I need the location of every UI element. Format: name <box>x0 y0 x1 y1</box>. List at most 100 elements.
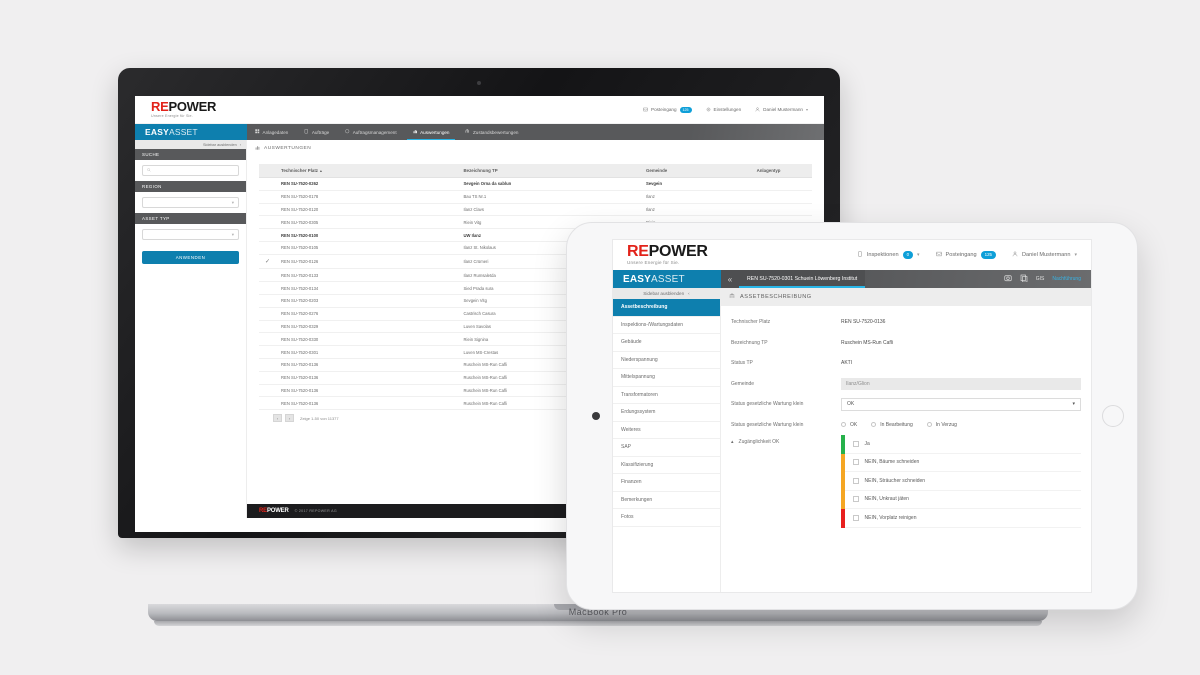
checkbox-label: NEIN, Vorplatz reinigen <box>864 514 917 521</box>
sidebar-item-geb-ude[interactable]: Gebäude <box>613 334 720 352</box>
pagination-info: Zeige 1-50 von 11377 <box>300 415 339 421</box>
checkbox-option[interactable]: NEIN, Vorplatz reinigen <box>844 509 1081 528</box>
th-bezeichnung-tp[interactable]: Bezeichnung TP <box>455 164 638 178</box>
copy-icon[interactable] <box>1020 274 1028 284</box>
camera-icon[interactable] <box>1004 274 1012 284</box>
nachfuehrung-link[interactable]: Nachführung <box>1052 276 1081 282</box>
region-select[interactable]: ▾ <box>142 197 239 208</box>
sidebar-item-finanzen[interactable]: Finanzen <box>613 474 720 492</box>
doc-icon <box>304 129 309 135</box>
laptop-foot <box>154 621 1042 626</box>
radio-option-in-bearbeitung[interactable]: In Bearbeitung <box>871 422 913 428</box>
th-anlagentyp[interactable]: Anlagentyp <box>748 164 812 178</box>
row-check-cell[interactable] <box>259 384 273 398</box>
sidebar-collapse-toggle[interactable]: Sidebar ausblenden ‹ <box>613 288 720 299</box>
sidebar-field-suche <box>135 160 246 181</box>
row-check-cell[interactable] <box>259 396 273 411</box>
radio-dot-icon <box>871 422 877 428</box>
row-check-cell[interactable]: ✓ <box>259 254 273 270</box>
laptop-model-label: MacBook Pro <box>568 607 628 617</box>
tablet-navbar: EASY ASSET « REN SU-7520-0301 Schuein Löw… <box>613 270 1091 288</box>
sidebar-item-mittelspannung[interactable]: Mittelspannung <box>613 369 720 387</box>
table-row[interactable]: REN SU-7520-0262 Sevgein Orna da sablun Se… <box>259 177 812 191</box>
gis-button[interactable]: GIS <box>1035 276 1045 282</box>
checkbox-option[interactable]: NEIN, Unkraut jäten <box>844 491 1081 509</box>
sidebar-item-niederspannung[interactable]: Niederspannung <box>613 352 720 369</box>
sidebar-item-bemerkungen[interactable]: Bemerkungen <box>613 492 720 509</box>
cell-technischer-platz: REN SU-7520-0330 <box>273 332 456 347</box>
cell-technischer-platz: REN SU-7520-0305 <box>273 215 456 230</box>
pagination-next[interactable]: › <box>285 414 294 423</box>
th-gemeinde[interactable]: Gemeinde <box>637 164 749 178</box>
row-check-cell[interactable] <box>259 320 273 334</box>
tab-anlagedaten[interactable]: Anlagedaten <box>247 124 296 140</box>
row-check-cell[interactable] <box>259 203 273 217</box>
tablet-home-button[interactable] <box>1102 405 1124 427</box>
row-check-cell[interactable] <box>259 241 273 255</box>
sidebar-item-klassifizierung[interactable]: Klassifizierung <box>613 457 720 474</box>
th-technischer-platz[interactable]: Technischer Platz ▲ <box>273 164 456 178</box>
sidebar-section-region: REGION <box>135 181 246 192</box>
sidebar-item-fotos[interactable]: Fotos <box>613 509 720 527</box>
tab-zustandsbewertungen[interactable]: Zustandsbewertungen <box>457 124 526 140</box>
radio-option-in-verzug[interactable]: In Verzug <box>926 422 957 428</box>
topnav-user[interactable]: Daniel Mustermann ▾ <box>755 106 808 113</box>
topnav-einstellungen[interactable]: Einstellungen <box>706 107 741 113</box>
sidebar-item-sap[interactable]: SAP <box>613 439 720 457</box>
chevron-up-icon: ▴ <box>731 439 734 445</box>
row-check-cell[interactable] <box>259 358 273 372</box>
row-check-cell[interactable] <box>259 268 273 283</box>
tab-auftragsmanagement[interactable]: Auftragsmanagement <box>337 124 404 140</box>
table-pagination: ‹ › Zeige 1-50 von 11377 <box>259 410 812 423</box>
field-select[interactable]: OK ▾ <box>841 397 1081 411</box>
topnav-user[interactable]: Daniel Mustermann ▾ <box>1012 251 1077 259</box>
row-check-cell[interactable] <box>259 190 273 204</box>
checkbox-label: NEIN, Sträucher schneiden <box>864 477 926 484</box>
row-check-cell[interactable] <box>259 307 273 321</box>
collapse-sidebar-icon[interactable]: « <box>721 270 739 288</box>
checkbox-option[interactable]: Ja <box>844 435 1081 454</box>
cell-technischer-platz: REN SU-7520-0136 <box>273 396 456 411</box>
row-check-cell[interactable] <box>259 228 273 242</box>
topnav-posteingang[interactable]: Posteingang 125 <box>935 251 996 259</box>
tab-auswertungen[interactable]: Auswertungen <box>405 124 458 140</box>
row-check-cell[interactable] <box>259 215 273 230</box>
easyasset-logo: EASY ASSET <box>613 270 721 288</box>
table-row[interactable]: REN SU-7520-0120 Ilanz Clavs Ilanz <box>259 203 812 217</box>
checkbox-icon[interactable] <box>852 477 859 484</box>
checkbox-icon[interactable] <box>852 459 859 466</box>
assettyp-select[interactable]: ▾ <box>142 229 239 240</box>
chevron-down-icon: ▾ <box>917 252 920 258</box>
sidebar-item-transformatoren[interactable]: Transformatoren <box>613 387 720 404</box>
checkbox-icon[interactable] <box>852 496 859 503</box>
radio-option-ok[interactable]: OK <box>841 422 857 428</box>
select-value: OK <box>847 401 855 408</box>
table-row[interactable]: REN SU-7520-0178 Bau TS Nr.1 Ilanz <box>259 190 812 204</box>
sidebar-item-erdungssystem[interactable]: Erdungssystem <box>613 404 720 422</box>
checkbox-icon[interactable] <box>852 440 859 447</box>
open-asset-tab[interactable]: REN SU-7520-0301 Schuein Löwenberg Insti… <box>739 270 866 288</box>
tablet-camera-icon <box>592 412 600 420</box>
row-check-cell[interactable] <box>259 345 273 359</box>
tab-auftraege[interactable]: Aufträge <box>296 124 337 140</box>
row-check-cell[interactable] <box>259 371 273 385</box>
search-input[interactable] <box>142 165 239 176</box>
sidebar-item-assetbeschreibung[interactable]: Assetbeschreibung <box>613 299 720 317</box>
row-check-cell[interactable] <box>259 281 273 296</box>
topnav-inspektionen[interactable]: Inspektionen 0 ▾ <box>857 251 920 259</box>
sidebar-item-inspektions-wartungsdaten[interactable]: Inspektions-/Wartungsdaten <box>613 317 720 334</box>
tablet-screen: REPOWER Unsere Energie für Sie. Inspekti… <box>612 239 1092 593</box>
checkbox-option[interactable]: NEIN, Bäume schneiden <box>844 454 1081 472</box>
sidebar-item-label: Gebäude <box>621 339 642 346</box>
checkbox-option[interactable]: NEIN, Sträucher schneiden <box>844 472 1081 491</box>
checkbox-icon[interactable] <box>852 514 859 521</box>
topnav-posteingang[interactable]: Posteingang 125 <box>643 106 692 113</box>
row-check-cell[interactable] <box>259 294 273 308</box>
row-check-cell[interactable] <box>259 177 273 191</box>
pagination-prev[interactable]: ‹ <box>273 414 282 423</box>
sidebar-item-weiteres[interactable]: Weiteres <box>613 422 720 439</box>
apply-filter-button[interactable]: ANWENDEN <box>142 251 239 264</box>
sidebar-collapse-toggle[interactable]: Sidebar ausblenden ‹ <box>135 140 246 149</box>
row-check-cell[interactable] <box>259 332 273 347</box>
group-label[interactable]: ▴ Zugänglichkeit OK <box>731 435 841 528</box>
